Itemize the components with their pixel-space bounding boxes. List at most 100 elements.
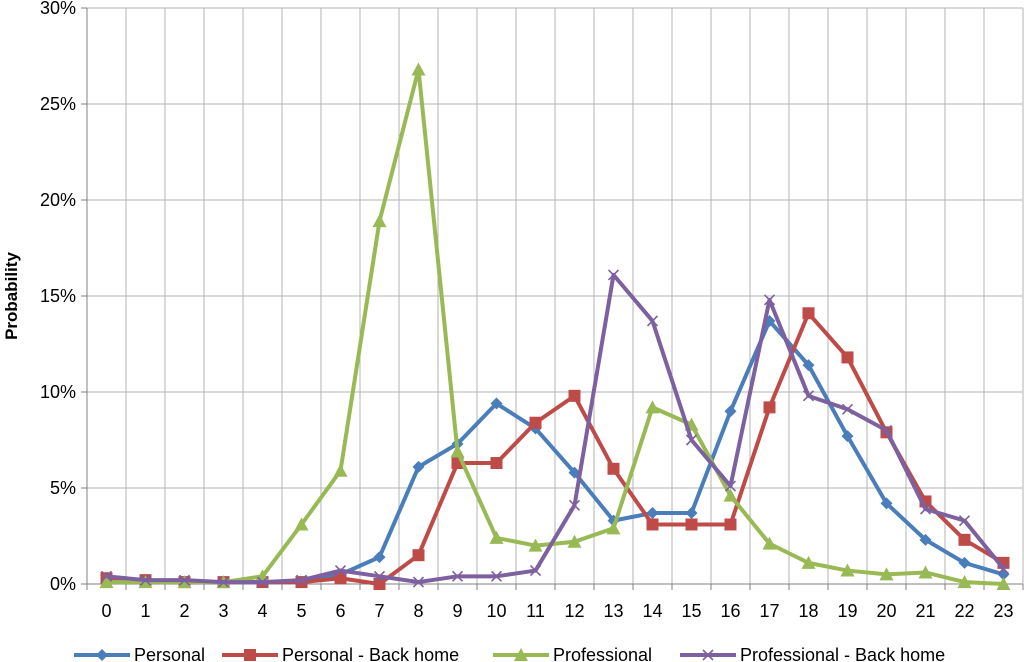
x-tick-label: 23: [993, 601, 1013, 621]
data-point: [685, 506, 698, 519]
data-point: [373, 570, 386, 582]
data-point: [802, 359, 815, 372]
data-point: [801, 555, 816, 569]
data-point: [646, 506, 659, 519]
x-tick-labels: 0 1 2 3 4 5 6 7 8 9 10 11 12 13 14 15 16 17 18 19 20 21 22 23: [86, 584, 1024, 621]
data-point: [178, 574, 191, 586]
data-point: [607, 269, 620, 281]
x-tick-label: 13: [603, 601, 623, 621]
legend-swatch-marker: [244, 649, 256, 661]
y-tick-label: 20%: [40, 190, 76, 210]
data-point: [958, 556, 971, 569]
x-tick-label: 5: [296, 601, 306, 621]
x-tick-label: 10: [486, 601, 506, 621]
data-point: [568, 499, 581, 511]
data-point: [646, 518, 659, 531]
data-point: [996, 577, 1011, 590]
x-tick-label: 9: [452, 601, 462, 621]
data-point: [334, 572, 347, 585]
x-tick-label: 4: [257, 601, 267, 621]
data-point: [841, 403, 854, 415]
data-point: [724, 480, 737, 492]
x-tick-label: 2: [179, 601, 189, 621]
x-tick-label: 16: [720, 601, 740, 621]
data-point: [997, 563, 1010, 575]
data-point: [958, 533, 971, 546]
y-axis-title: Probability: [2, 252, 21, 340]
data-point: [841, 430, 854, 443]
x-tick-label: 15: [681, 601, 701, 621]
x-tick-label: 19: [837, 601, 857, 621]
x-tick-label: 17: [759, 601, 779, 621]
data-point: [841, 351, 854, 364]
data-point: [333, 463, 348, 477]
legend-label: Professional - Back home: [740, 645, 945, 662]
series-line: [106, 272, 1006, 585]
x-tick-label: 21: [915, 601, 935, 621]
legend-swatch-marker: [514, 648, 528, 661]
data-point: [802, 390, 815, 402]
x-tick-label: 12: [564, 601, 584, 621]
data-point: [411, 62, 426, 76]
data-point: [373, 551, 386, 564]
data-point: [256, 576, 269, 588]
series-lines: [99, 62, 1011, 590]
data-point: [958, 515, 971, 527]
series-group: [99, 62, 1011, 590]
y-tick-label: 15%: [40, 286, 76, 306]
data-point: [918, 565, 933, 579]
data-point: [880, 497, 893, 510]
data-point: [99, 575, 114, 589]
data-point: [412, 549, 425, 562]
data-point: [450, 444, 465, 458]
data-point: [529, 416, 542, 429]
y-tick-labels: 0% 5% 10% 15% 20% 25% 30%: [40, 0, 76, 594]
series-group: [100, 269, 1010, 588]
x-tick-label: 0: [101, 601, 111, 621]
data-point: [645, 400, 660, 414]
legend-label: Personal - Back home: [282, 645, 459, 662]
data-point: [490, 457, 503, 470]
x-tick-label: 11: [526, 601, 545, 621]
data-point: [607, 462, 620, 475]
data-point: [139, 574, 152, 586]
series-line: [106, 67, 1004, 586]
data-point: [606, 521, 621, 535]
y-tick-label: 0%: [50, 574, 76, 594]
data-point: [217, 576, 230, 588]
data-point: [489, 530, 504, 544]
data-point: [568, 389, 581, 402]
data-point: [373, 578, 386, 590]
data-point: [451, 570, 464, 582]
data-point: [723, 488, 738, 502]
y-tick-label: 5%: [50, 478, 76, 498]
data-point: [802, 307, 815, 320]
data-point: [646, 315, 659, 327]
y-tick-label: 25%: [40, 94, 76, 114]
legend-swatch-marker: [96, 649, 108, 661]
data-point: [412, 460, 425, 473]
data-point: [763, 294, 776, 306]
data-point: [100, 570, 113, 582]
x-tick-label: 22: [954, 601, 974, 621]
x-tick-label: 6: [335, 601, 345, 621]
x-tick-label: 7: [374, 601, 384, 621]
legend-label: Personal: [134, 645, 205, 662]
data-point: [528, 538, 543, 552]
data-point: [685, 434, 698, 446]
data-point: [372, 214, 387, 228]
y-tick-label: 10%: [40, 382, 76, 402]
x-tick-label: 20: [876, 601, 896, 621]
data-point: [685, 518, 698, 531]
x-tick-label: 1: [140, 601, 150, 621]
data-point: [840, 563, 855, 577]
legend-label: Professional: [553, 645, 652, 662]
data-point: [724, 405, 737, 418]
data-point: [919, 533, 932, 546]
data-point: [529, 564, 542, 577]
data-point: [334, 564, 347, 577]
legend: Personal Personal - Back home Professional…: [74, 645, 945, 662]
data-point: [490, 570, 503, 582]
data-point: [294, 517, 309, 531]
